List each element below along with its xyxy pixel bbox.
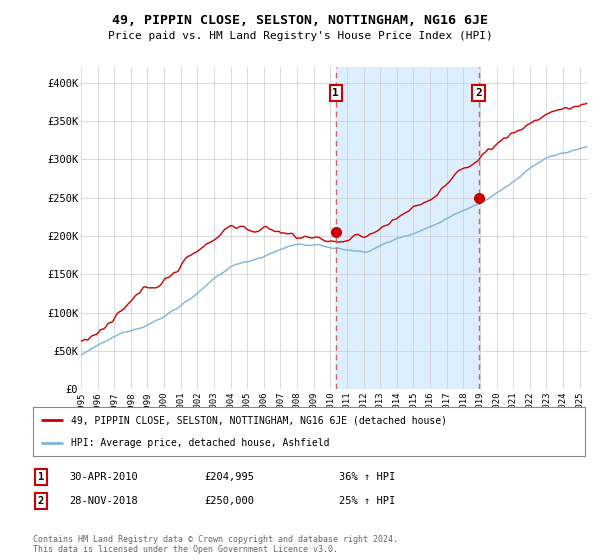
Text: 25% ↑ HPI: 25% ↑ HPI <box>339 496 395 506</box>
Text: Price paid vs. HM Land Registry's House Price Index (HPI): Price paid vs. HM Land Registry's House … <box>107 31 493 41</box>
Text: 28-NOV-2018: 28-NOV-2018 <box>69 496 138 506</box>
Text: £250,000: £250,000 <box>204 496 254 506</box>
Text: HPI: Average price, detached house, Ashfield: HPI: Average price, detached house, Ashf… <box>71 438 329 448</box>
Text: 2: 2 <box>38 496 44 506</box>
Text: 49, PIPPIN CLOSE, SELSTON, NOTTINGHAM, NG16 6JE: 49, PIPPIN CLOSE, SELSTON, NOTTINGHAM, N… <box>112 14 488 27</box>
Text: 49, PIPPIN CLOSE, SELSTON, NOTTINGHAM, NG16 6JE (detached house): 49, PIPPIN CLOSE, SELSTON, NOTTINGHAM, N… <box>71 416 446 426</box>
Text: £204,995: £204,995 <box>204 472 254 482</box>
Bar <box>336 67 479 389</box>
Text: 30-APR-2010: 30-APR-2010 <box>69 472 138 482</box>
Text: 1: 1 <box>38 472 44 482</box>
Text: Contains HM Land Registry data © Crown copyright and database right 2024.
This d: Contains HM Land Registry data © Crown c… <box>33 535 398 554</box>
Text: 1: 1 <box>332 88 339 98</box>
Text: 36% ↑ HPI: 36% ↑ HPI <box>339 472 395 482</box>
Text: 2: 2 <box>475 88 482 98</box>
